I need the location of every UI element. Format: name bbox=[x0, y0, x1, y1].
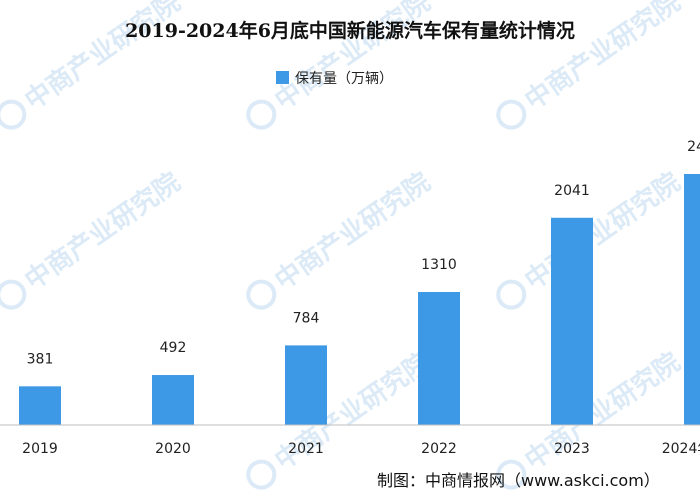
legend: 保有量（万辆） bbox=[276, 71, 393, 87]
data-labels: 381 492 784 1310 2041 2472 bbox=[27, 139, 700, 367]
watermark-text: 中商产业研究院 bbox=[519, 0, 686, 116]
legend-label: 保有量（万辆） bbox=[295, 71, 393, 87]
bar-2023 bbox=[551, 217, 593, 425]
watermark-logo-icon bbox=[246, 459, 277, 490]
source-note: 制图：中商情报网（www.askci.com） bbox=[377, 471, 660, 490]
bar-series bbox=[19, 174, 700, 425]
data-label-2021: 784 bbox=[293, 310, 320, 326]
chart-title: 2019-2024年6月底中国新能源汽车保有量统计情况 bbox=[125, 19, 575, 42]
x-tick-2023: 2023 bbox=[554, 441, 590, 457]
data-label-2023: 2041 bbox=[554, 183, 590, 199]
watermark-3: 中商产业研究院 bbox=[0, 166, 186, 310]
watermark-logo-icon bbox=[0, 279, 27, 310]
legend-swatch bbox=[276, 71, 289, 84]
x-tick-2021: 2021 bbox=[288, 441, 324, 457]
x-axis-ticks: 2019 2020 2021 2022 2023 2024年6月底 bbox=[22, 441, 700, 457]
watermark-4: 中商产业研究院 bbox=[246, 166, 436, 310]
bar-2022 bbox=[418, 291, 460, 425]
x-tick-2024年6月底: 2024年6月底 bbox=[662, 441, 700, 457]
watermark-text: 中商产业研究院 bbox=[269, 166, 436, 296]
watermark-logo-icon bbox=[496, 99, 527, 130]
watermark-logo-icon bbox=[246, 99, 277, 130]
data-label-2022: 1310 bbox=[421, 257, 457, 273]
x-tick-2022: 2022 bbox=[421, 441, 457, 457]
data-label-2019: 381 bbox=[27, 351, 54, 367]
data-label-2020: 492 bbox=[160, 340, 187, 356]
watermark-text: 中商产业研究院 bbox=[269, 0, 436, 116]
bar-2024年6月底 bbox=[684, 174, 700, 425]
watermark-logo-icon bbox=[246, 279, 277, 310]
data-label-2024年6月底: 2472 bbox=[687, 139, 700, 155]
watermark-logo-icon bbox=[496, 279, 527, 310]
x-tick-2019: 2019 bbox=[22, 441, 58, 457]
watermark-text: 中商产业研究院 bbox=[19, 166, 186, 296]
watermark-logo-icon bbox=[496, 459, 527, 490]
bar-2021 bbox=[285, 345, 327, 425]
x-tick-2020: 2020 bbox=[155, 441, 191, 457]
watermark-text: 中商产业研究院 bbox=[19, 0, 186, 116]
watermark-text: 中商产业研究院 bbox=[519, 166, 686, 296]
bar-2019 bbox=[19, 386, 61, 425]
watermark-logo-icon bbox=[0, 99, 27, 130]
bar-2020 bbox=[152, 375, 194, 425]
